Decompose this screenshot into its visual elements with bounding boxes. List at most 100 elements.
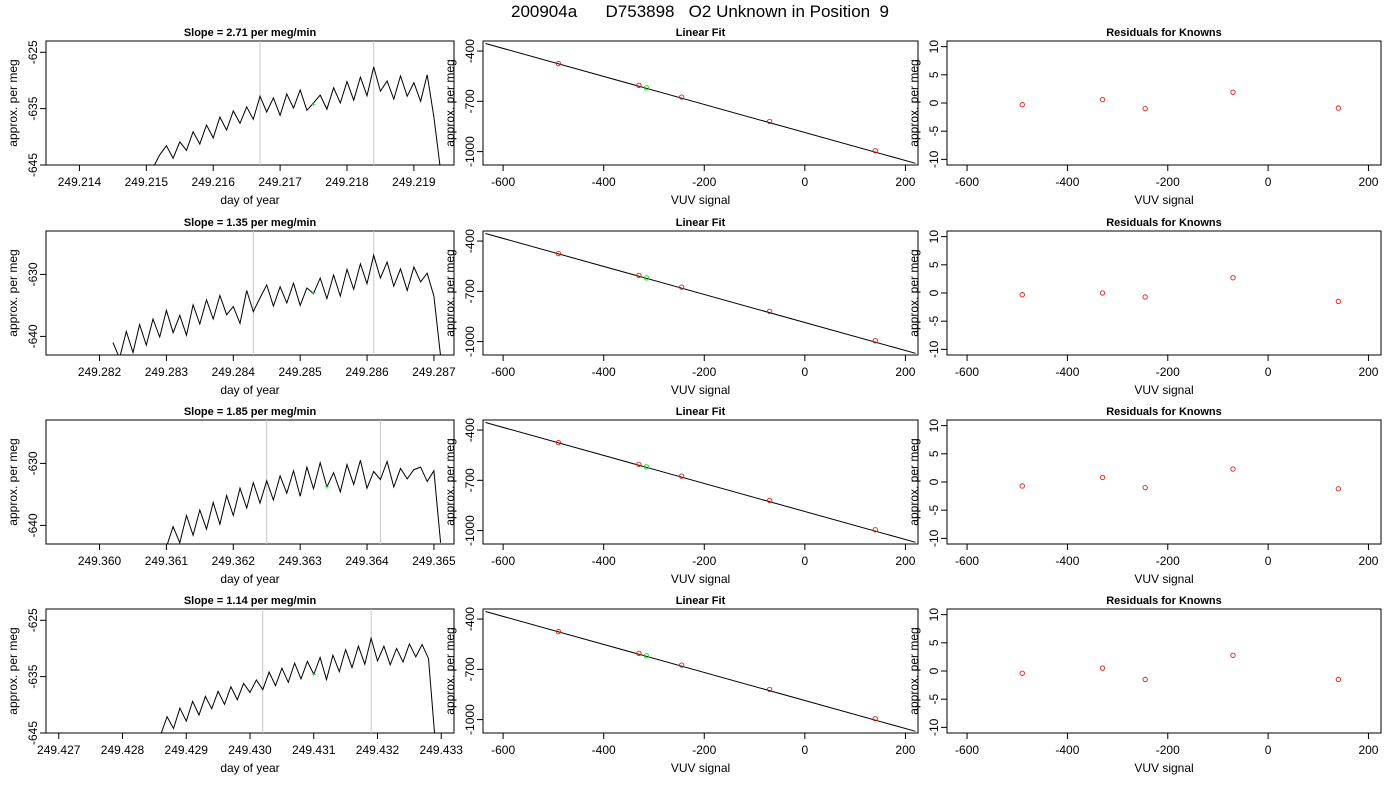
unknown-point <box>643 275 650 281</box>
x-tick-label: 249.286 <box>345 365 389 379</box>
y-tick-label: -10 <box>927 718 941 736</box>
residuals-title: Residuals for Knowns <box>1106 595 1222 607</box>
residuals-title: Residuals for Knowns <box>1106 27 1222 39</box>
plot-frame <box>946 230 1382 356</box>
x-tick-label: 249.287 <box>412 365 456 379</box>
fit-line <box>485 233 916 354</box>
x-tick-label: -200 <box>1156 175 1180 189</box>
residual-point <box>1230 89 1236 95</box>
x-tick-label: -400 <box>592 743 616 757</box>
x-axis-label: day of year <box>220 572 279 586</box>
residual-point <box>1142 676 1148 683</box>
panel-fit-row-4: Linear Fit -600 -400 -200 0 200 -400 -700 -1000 V… <box>443 595 919 775</box>
plot-area <box>160 609 436 733</box>
known-point <box>766 118 773 125</box>
plot-frame <box>45 608 455 734</box>
y-axis-label: approx. per meg <box>443 438 457 525</box>
plot-frame <box>946 40 1382 166</box>
y-tick-label: -5 <box>927 505 941 516</box>
known-point <box>872 338 878 344</box>
x-tick-label: -400 <box>1055 554 1079 568</box>
x-tick-label: 0 <box>802 365 809 379</box>
slope-title: Slope = 1.85 per meg/min <box>184 406 317 418</box>
plot-frame <box>946 419 1382 545</box>
known-point <box>872 527 878 533</box>
x-axis-label: VUV signal <box>671 572 730 586</box>
fit-title: Linear Fit <box>676 27 726 39</box>
known-point <box>555 250 562 257</box>
unknown-point <box>643 464 650 470</box>
fit-title: Linear Fit <box>676 595 726 607</box>
y-tick-label: -635 <box>26 96 40 120</box>
residual-point <box>1099 665 1106 671</box>
x-tick-label: 0 <box>802 554 809 568</box>
x-tick-label: -400 <box>592 365 616 379</box>
residuals-title: Residuals for Knowns <box>1106 217 1222 229</box>
residual-point <box>1019 483 1025 489</box>
residual-point <box>1142 294 1148 300</box>
y-tick-label: 0 <box>927 289 941 296</box>
x-tick-label: -200 <box>692 554 716 568</box>
x-tick-label: 200 <box>895 743 915 757</box>
plot-frame <box>45 40 455 166</box>
x-axis-label: day of year <box>220 193 279 207</box>
x-tick-label: -200 <box>1156 743 1180 757</box>
x-tick-label: 249.365 <box>412 554 456 568</box>
x-tick-label: 0 <box>1265 365 1272 379</box>
known-point <box>872 716 878 722</box>
x-tick-label: 0 <box>1265 175 1272 189</box>
y-tick-label: 10 <box>927 419 941 433</box>
x-tick-label: 249.218 <box>325 175 369 189</box>
residual-point <box>1019 670 1025 676</box>
y-tick-label: 0 <box>927 478 941 485</box>
x-tick-label: 249.430 <box>228 743 272 757</box>
y-tick-label: -640 <box>26 324 40 348</box>
unknown-marker: + <box>311 100 316 110</box>
x-tick-label: 200 <box>895 554 915 568</box>
known-point <box>766 308 773 315</box>
residual-point <box>1335 676 1342 683</box>
y-axis-label: approx. per meg <box>6 249 20 336</box>
y-tick-label: 5 <box>927 261 941 268</box>
y-tick-label: -5 <box>927 694 941 705</box>
panel-time-row-4: Slope = 1.14 per meg/min 249.427 249.428 24… <box>6 595 463 775</box>
x-axis-label: day of year <box>220 383 279 397</box>
y-tick-label: 5 <box>927 450 941 457</box>
residual-point <box>1230 466 1236 472</box>
panel-time-row-3: Slope = 1.85 per meg/min 249.360 249.361 24… <box>6 406 456 586</box>
x-tick-label: -200 <box>692 743 716 757</box>
y-axis-label: approx. per meg <box>6 627 20 714</box>
plot-area <box>153 41 441 165</box>
fit-line <box>485 422 916 543</box>
y-tick-label: -1000 <box>463 515 477 546</box>
x-tick-label: 249.283 <box>145 365 189 379</box>
panel-resid-row-2: Residuals for Knowns -600 -400 -200 0 200 -10 -… <box>907 217 1382 397</box>
known-point <box>678 473 685 479</box>
x-tick-label: -600 <box>955 743 979 757</box>
x-tick-label: 249.428 <box>101 743 145 757</box>
residual-point <box>1099 474 1106 481</box>
residuals-title: Residuals for Knowns <box>1106 406 1222 418</box>
plot-area <box>485 422 916 543</box>
y-tick-label: 0 <box>927 99 941 106</box>
unknown-marker: + <box>311 669 316 679</box>
y-tick-label: -630 <box>26 451 40 475</box>
x-tick-label: 249.282 <box>78 365 122 379</box>
panel-time-row-2: Slope = 1.35 per meg/min 249.282 249.283 24… <box>6 217 456 397</box>
x-tick-label: 200 <box>1358 554 1378 568</box>
x-axis-label: VUV signal <box>1134 193 1193 207</box>
x-tick-label: -200 <box>692 365 716 379</box>
known-point <box>872 148 878 154</box>
residual-point <box>1335 298 1342 305</box>
x-tick-label: 200 <box>1358 365 1378 379</box>
x-tick-label: 249.363 <box>278 554 322 568</box>
x-tick-label: 249.217 <box>258 175 302 189</box>
y-tick-label: -1000 <box>463 136 477 167</box>
y-tick-label: -700 <box>463 89 477 113</box>
x-tick-label: 249.215 <box>125 175 169 189</box>
x-tick-label: 0 <box>1265 554 1272 568</box>
known-point <box>555 628 562 635</box>
plot-frame <box>482 608 919 734</box>
known-point <box>766 686 773 693</box>
x-tick-label: 249.364 <box>345 554 389 568</box>
